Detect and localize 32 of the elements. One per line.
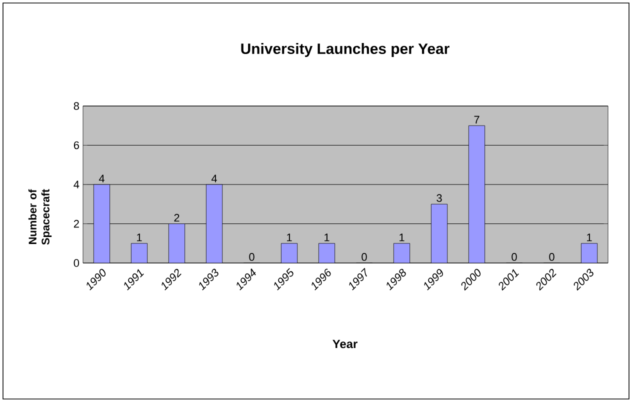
x-axis-title: Year [332, 340, 358, 348]
bar [93, 184, 110, 263]
data-label: 2 [174, 214, 180, 222]
y-tick-label: 8 [74, 102, 79, 110]
data-label: 1 [400, 234, 404, 242]
bar [206, 184, 223, 263]
y-axis-title: Number of Spacecraft [28, 189, 52, 245]
data-label: 0 [249, 253, 254, 261]
data-label: 0 [512, 253, 517, 261]
bar [168, 224, 186, 263]
data-label: 4 [98, 174, 104, 182]
bar [130, 243, 148, 263]
bar [430, 204, 448, 263]
data-label: 3 [436, 194, 442, 202]
bar [468, 125, 486, 263]
data-label: 1 [137, 234, 142, 242]
data-label: 1 [587, 234, 592, 242]
y-tick-label: 2 [74, 220, 79, 228]
data-label: 1 [287, 234, 292, 242]
chart-title: University Launches per Year [241, 43, 450, 57]
data-label: 1 [324, 234, 330, 242]
data-label: 4 [211, 174, 217, 182]
bar [280, 243, 298, 263]
y-tick-label: 6 [74, 141, 79, 150]
y-tick-label: 4 [74, 180, 80, 188]
data-label: 0 [362, 253, 367, 261]
bar [581, 243, 598, 263]
bar [393, 243, 410, 263]
data-label: 0 [549, 253, 554, 261]
data-label: 7 [474, 116, 480, 124]
bar [318, 243, 336, 263]
y-tick-label: 0 [74, 259, 80, 267]
